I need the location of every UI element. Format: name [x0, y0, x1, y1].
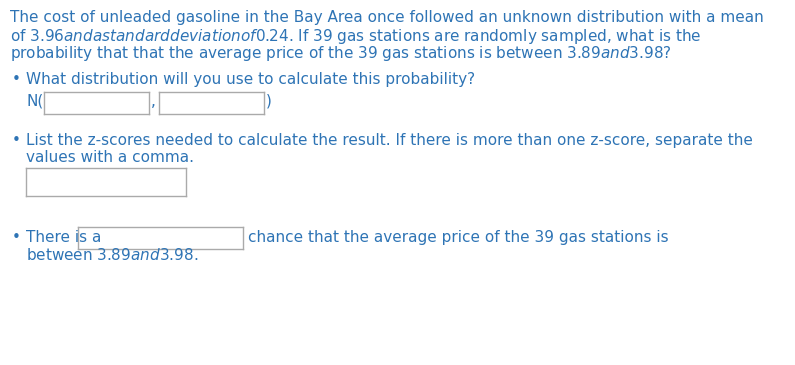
- Text: ): ): [266, 94, 272, 109]
- Text: values with a comma.: values with a comma.: [26, 150, 194, 165]
- Text: ,: ,: [151, 94, 156, 109]
- Text: N(: N(: [26, 94, 43, 109]
- Text: List the z-scores needed to calculate the result. If there is more than one z-sc: List the z-scores needed to calculate th…: [26, 133, 753, 148]
- Text: •: •: [12, 230, 21, 245]
- Text: •: •: [12, 133, 21, 148]
- Text: probability that that the average price of the 39 gas stations is between $3.89 : probability that that the average price …: [10, 44, 672, 63]
- Text: The cost of unleaded gasoline in the Bay Area once followed an unknown distribut: The cost of unleaded gasoline in the Bay…: [10, 10, 764, 25]
- Text: There is a: There is a: [26, 230, 102, 245]
- Text: of $3.96 and a standard deviation of $0.24. If 39 gas stations are randomly samp: of $3.96 and a standard deviation of $0.…: [10, 27, 701, 46]
- Text: What distribution will you use to calculate this probability?: What distribution will you use to calcul…: [26, 72, 475, 87]
- Text: •: •: [12, 72, 21, 87]
- Text: chance that the average price of the 39 gas stations is: chance that the average price of the 39 …: [248, 230, 669, 245]
- Text: between $3.89 and $3.98.: between $3.89 and $3.98.: [26, 247, 198, 263]
